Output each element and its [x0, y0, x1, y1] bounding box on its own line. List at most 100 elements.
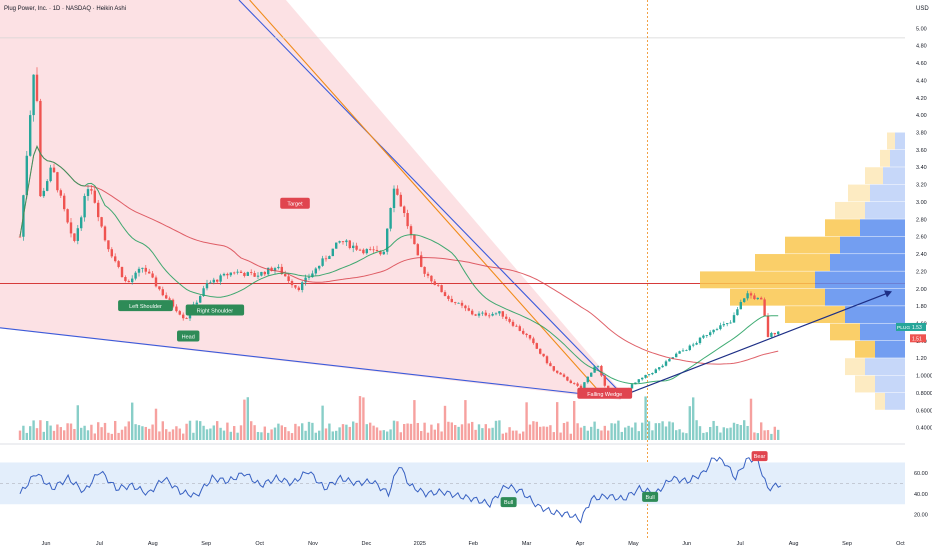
price-tick-label: 3.60	[916, 148, 927, 154]
candle-body	[127, 281, 130, 283]
currency-label: USD	[916, 6, 929, 12]
volume-bar	[307, 421, 311, 440]
volume-bar	[610, 423, 613, 440]
volume-bar	[443, 405, 447, 440]
volume-bar	[532, 421, 535, 440]
slow-moving-average	[19, 145, 779, 365]
price-pane[interactable]: Left Shoulder Head Right Shoulder Target Fal…	[0, 0, 905, 540]
candle-body	[569, 380, 572, 384]
volume-bar	[338, 427, 341, 440]
candle-body	[732, 315, 736, 323]
candle-body	[355, 245, 358, 250]
rsi-label-text: Bull	[504, 500, 513, 506]
volume-bar	[471, 421, 474, 440]
volume-bar	[345, 424, 348, 440]
price-tick-label: 5.00	[916, 26, 927, 32]
candle-body	[331, 248, 334, 257]
volume-profile-bar-down	[755, 254, 830, 271]
volume-bar	[46, 421, 49, 440]
volume-bar	[69, 423, 73, 440]
volume-bar	[52, 430, 56, 440]
time-axis-label: Nov	[308, 541, 318, 547]
volume-profile-bar-down	[830, 323, 860, 341]
candle-body	[409, 226, 413, 235]
candle-body	[549, 363, 552, 367]
volume-profile-bar-down	[880, 149, 890, 167]
candle-body	[528, 335, 532, 339]
candle-body	[494, 313, 498, 315]
candles	[18, 67, 780, 397]
volume-bar	[399, 432, 402, 440]
volume-bar	[671, 422, 674, 440]
volume-bar	[474, 429, 477, 440]
candle-body	[396, 188, 399, 195]
candle-body	[42, 190, 45, 197]
volume-profile-bar-down	[887, 132, 895, 150]
volume-bar	[600, 430, 603, 440]
volume-bar	[127, 421, 130, 440]
volume-bar	[586, 430, 589, 440]
candle-body	[760, 297, 763, 300]
volume-bar	[403, 424, 406, 440]
candle-body	[335, 242, 338, 249]
volume-profile-bar-up	[860, 323, 905, 341]
volume-bar	[460, 424, 464, 440]
volume-bar	[583, 425, 586, 440]
candle-body	[756, 297, 759, 300]
volume-bar	[515, 430, 518, 440]
rsi-bull-label: Bull	[642, 491, 659, 502]
candle-body	[535, 343, 538, 349]
candle-body	[148, 271, 151, 274]
volume-bar	[229, 431, 232, 440]
candle-body	[49, 167, 52, 182]
candle-body	[658, 367, 661, 370]
candle-body	[681, 350, 685, 352]
candle-body	[270, 267, 273, 272]
volume-bar	[440, 431, 443, 440]
rsi-pane[interactable]: 60.00 40.00 20.00 Bull Bull Bear	[0, 451, 928, 524]
volume-bar	[236, 432, 239, 440]
volume-bar	[171, 429, 175, 440]
candle-body	[566, 376, 569, 381]
time-axis-label: Jul	[737, 541, 744, 547]
candle-body	[522, 330, 525, 334]
volume-bar	[165, 429, 168, 440]
volume-bar	[566, 421, 569, 440]
volume-bar	[715, 425, 719, 440]
volume-bar	[637, 431, 640, 440]
candle-body	[668, 358, 671, 362]
candle-body	[348, 240, 351, 249]
candle-body	[464, 305, 467, 309]
candle-body	[753, 295, 756, 300]
volume-bar	[83, 425, 86, 440]
candle-body	[290, 281, 294, 286]
rsi-label-box	[500, 497, 517, 508]
volume-bar	[739, 425, 742, 440]
volume-profile-bar-up	[870, 184, 905, 202]
candle-body	[287, 276, 290, 282]
candle-body	[746, 293, 749, 299]
volume-bar	[760, 422, 763, 440]
candle-body	[413, 234, 416, 245]
candle-body	[603, 375, 606, 386]
volume-bar	[698, 426, 702, 440]
candle-body	[579, 385, 583, 389]
candle-body	[749, 293, 753, 296]
volume-bar	[420, 431, 423, 440]
volume-profile-bar-down	[825, 219, 860, 237]
volume-bar	[386, 431, 389, 440]
candle-body	[552, 366, 555, 371]
volume-profile-bar-up	[840, 236, 905, 254]
label-box	[177, 330, 200, 342]
time-axis-label: Oct	[896, 541, 905, 547]
candle-body	[73, 233, 76, 241]
price-tick-label: 0.8000	[916, 391, 932, 397]
candle-body	[372, 249, 375, 251]
candle-body	[365, 249, 368, 254]
label-box	[185, 304, 245, 316]
volume-bar	[726, 428, 729, 440]
volume-bar	[722, 427, 725, 440]
last-price-box	[910, 322, 926, 331]
volume-bar	[484, 424, 487, 440]
